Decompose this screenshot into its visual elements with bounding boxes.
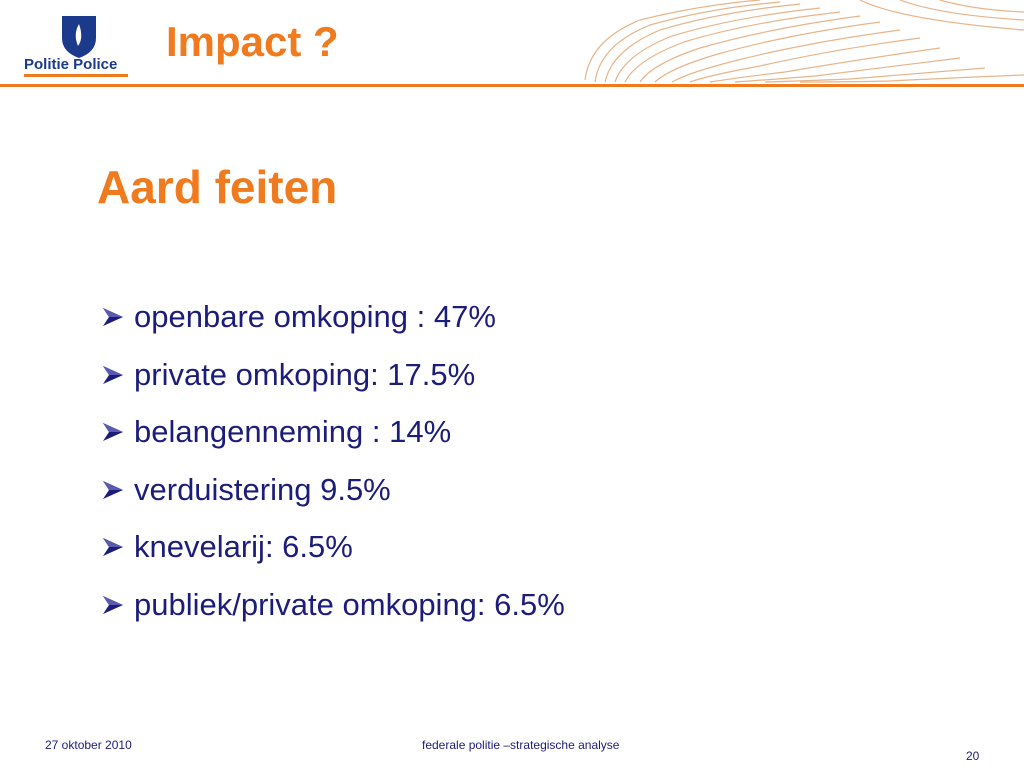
bullet-text: openbare omkoping : 47% — [134, 299, 496, 334]
subtitle: Aard feiten — [97, 161, 338, 213]
footer-center: federale politie –strategische analyse — [422, 738, 620, 752]
header-graphics — [24, 0, 1024, 83]
logo-emblem — [24, 16, 128, 77]
slide-title: Impact ? — [166, 18, 339, 65]
bullet-text: publiek/private omkoping: 6.5% — [134, 586, 565, 622]
header-rule — [0, 84, 1024, 87]
bullet-arrow — [103, 480, 123, 499]
bullet-text: private omkoping: 17.5% — [134, 356, 476, 392]
bullet-item: openbare omkoping : 47% — [100, 297, 496, 337]
bullet-item: belangenneming : 14% — [100, 412, 451, 452]
logo-text: Politie Police — [24, 56, 118, 73]
bullet-text: verduistering 9.5% — [134, 471, 391, 507]
bullet-item: private omkoping: 17.5% — [100, 355, 475, 395]
bullet-item: verduistering 9.5% — [100, 470, 391, 510]
footer-date: 27 oktober 2010 — [45, 738, 132, 752]
bullet-arrow — [103, 423, 123, 441]
bullet-item: publiek/private omkoping: 6.5% — [100, 585, 565, 625]
bullet-arrow — [103, 538, 123, 556]
decorative-lines — [584, 0, 1024, 83]
bullet-arrow — [103, 365, 123, 384]
bullet-text: knevelarij: 6.5% — [134, 529, 353, 564]
bullet-arrow — [103, 308, 123, 326]
bullet-text: belangenneming : 14% — [134, 414, 452, 449]
bullet-arrow — [103, 595, 123, 614]
page-number: 20 — [966, 749, 980, 763]
bullet-item: knevelarij: 6.5% — [100, 527, 353, 567]
